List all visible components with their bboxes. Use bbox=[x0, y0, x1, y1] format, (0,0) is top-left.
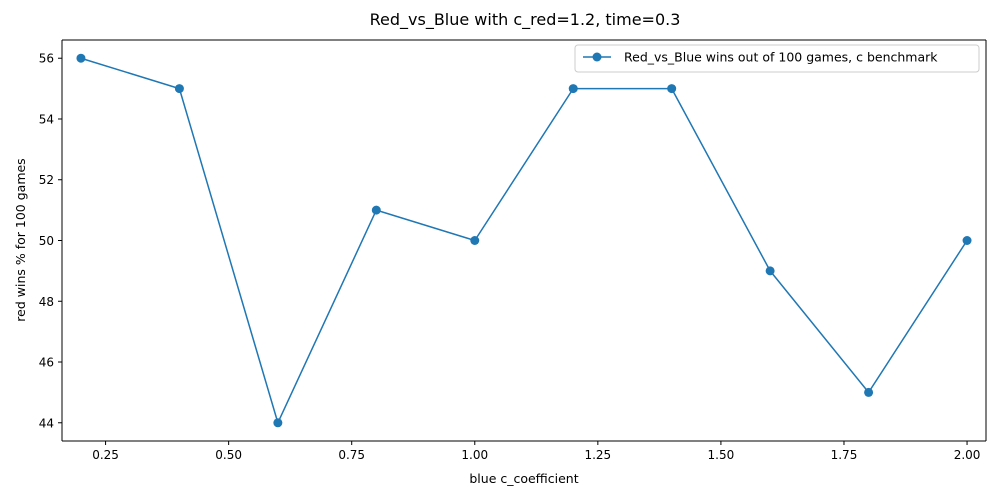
y-tick-label: 52 bbox=[39, 173, 54, 187]
plot-frame bbox=[61, 39, 987, 442]
y-tick-label: 54 bbox=[39, 112, 54, 126]
y-tick-label: 50 bbox=[39, 234, 54, 248]
x-tick-label: 0.75 bbox=[338, 448, 365, 462]
y-tick-label: 46 bbox=[39, 356, 54, 370]
series-layer bbox=[76, 53, 972, 428]
legend: Red_vs_Blue wins out of 100 games, c ben… bbox=[574, 44, 980, 73]
legend-box bbox=[574, 44, 980, 73]
x-axis-label: blue c_coefficient bbox=[469, 471, 578, 486]
data-point bbox=[371, 205, 381, 215]
legend-entry-label: Red_vs_Blue wins out of 100 games, c ben… bbox=[624, 50, 938, 65]
x-tick-label: 1.50 bbox=[708, 448, 735, 462]
legend-marker-swatch bbox=[592, 52, 602, 62]
y-tick-label: 44 bbox=[39, 416, 54, 430]
data-point bbox=[765, 266, 775, 276]
x-tick-label: 0.50 bbox=[215, 448, 242, 462]
data-point bbox=[568, 84, 578, 94]
series-line bbox=[80, 57, 968, 424]
x-tick-label: 1.00 bbox=[461, 448, 488, 462]
y-axis-ticks: 44 46 48 50 52 54 56 bbox=[39, 52, 62, 430]
x-tick-label: 1.25 bbox=[584, 448, 611, 462]
y-tick-label: 48 bbox=[39, 295, 54, 309]
plot-area bbox=[62, 40, 986, 441]
data-point bbox=[273, 418, 283, 428]
data-point bbox=[76, 53, 86, 63]
y-tick-label: 56 bbox=[39, 52, 54, 66]
data-point bbox=[864, 387, 874, 397]
data-point bbox=[667, 84, 677, 94]
y-axis-label: red wins % for 100 games bbox=[13, 158, 28, 321]
x-axis-ticks: 0.25 0.50 0.75 1.00 1.25 1.50 1.75 2.00 bbox=[92, 441, 980, 462]
data-point bbox=[470, 236, 480, 245]
data-point bbox=[174, 84, 184, 94]
x-tick-label: 0.25 bbox=[92, 448, 119, 462]
chart-title: Red_vs_Blue with c_red=1.2, time=0.3 bbox=[370, 10, 681, 30]
x-tick-label: 2.00 bbox=[954, 448, 981, 462]
x-tick-label: 1.75 bbox=[831, 448, 858, 462]
data-point bbox=[962, 236, 972, 245]
